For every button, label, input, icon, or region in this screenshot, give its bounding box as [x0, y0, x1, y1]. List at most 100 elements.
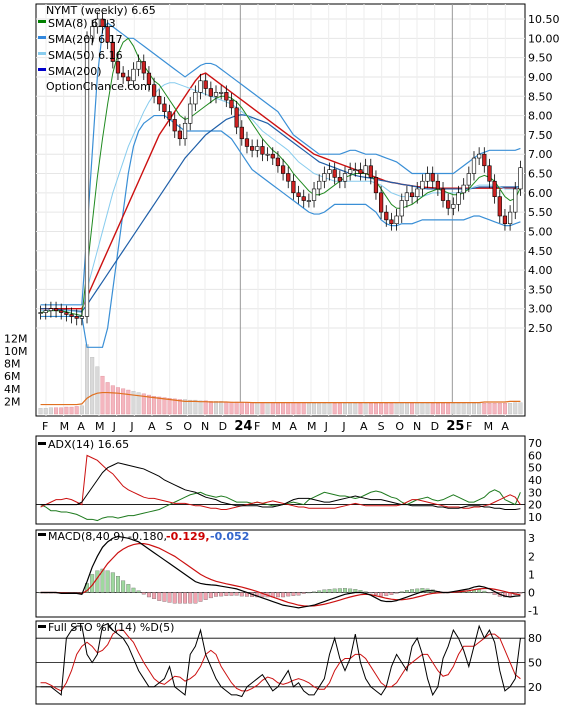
macd-histogram-bar	[291, 592, 296, 596]
candle-body	[446, 200, 451, 209]
macd-histogram-bar	[332, 588, 337, 593]
candle-body	[48, 308, 54, 311]
candle-body	[384, 211, 389, 221]
tick-label: 20	[528, 681, 542, 694]
price-tick-label: 2.50	[528, 322, 553, 335]
stochastic-lines	[40, 622, 521, 698]
candle-body	[399, 200, 404, 217]
volume-bar	[332, 403, 337, 415]
volume-bar	[38, 408, 43, 415]
volume-bar	[358, 403, 363, 415]
legend-swatch-sma50	[38, 52, 46, 55]
volume-bar	[337, 403, 342, 415]
candle-body	[69, 314, 74, 317]
candle-body	[229, 99, 234, 109]
macd-histogram-bar	[105, 570, 110, 593]
candle-body	[327, 169, 332, 174]
macd-histogram-bar	[260, 592, 265, 598]
macd-histogram-bar	[255, 592, 260, 598]
macd-signal-line	[40, 543, 521, 607]
stochastic-panel: 80 50 20 Full STO %K(14) %D(5)	[35, 620, 542, 705]
macd-histogram-bar	[214, 592, 218, 597]
volume-bar	[441, 403, 446, 415]
time-tick-label: S	[166, 420, 173, 433]
macd-histogram-bar	[306, 592, 311, 594]
candle-body	[451, 204, 456, 209]
price-tick-label: 9.00	[528, 71, 553, 84]
candle-body	[492, 180, 497, 197]
macd-histogram-bar	[188, 592, 193, 604]
time-tick-label: A	[289, 420, 297, 433]
price-tick-label: 8.50	[528, 90, 553, 103]
tick-label: 40	[528, 474, 542, 487]
volume-bar	[265, 402, 270, 415]
volume-bar	[461, 403, 466, 415]
time-tick-label: D	[219, 420, 227, 433]
macd-histogram-bar	[399, 591, 404, 593]
candle-body	[497, 196, 502, 217]
macd-histogram-bar	[172, 592, 177, 604]
macd-histogram-bar	[239, 592, 244, 597]
tick-label: 3	[528, 532, 535, 545]
sma8-line	[40, 37, 521, 317]
candle-body	[301, 196, 306, 201]
volume-bar	[410, 403, 415, 415]
candle-body	[420, 180, 425, 190]
candle-body	[286, 173, 291, 182]
candle-body	[389, 219, 394, 225]
volume-bar	[389, 403, 394, 415]
volume-bar	[348, 403, 353, 415]
volume-bar	[193, 399, 198, 415]
volume-bar	[404, 403, 409, 415]
macd-histogram-bar	[162, 592, 167, 602]
macd-histogram-bar	[404, 590, 409, 593]
volume-bar	[291, 402, 296, 415]
volume-bar	[203, 400, 208, 415]
macd-histogram-bar	[482, 590, 487, 593]
candle-body	[84, 38, 90, 317]
bollinger-bands	[40, 22, 521, 348]
macd-histogram-bar	[229, 592, 234, 596]
volume-bar	[167, 398, 172, 415]
candle-body	[131, 68, 136, 82]
adx-legend-swatch	[38, 442, 46, 445]
time-tick-label: J	[112, 420, 116, 433]
candle-body	[461, 184, 466, 194]
macd-histogram-bar	[420, 588, 425, 593]
candle-body	[270, 153, 275, 159]
volume-bar	[477, 403, 482, 415]
candle-body	[435, 180, 440, 190]
time-tick-label: A	[148, 420, 156, 433]
volume-bar	[234, 401, 239, 415]
candle-body	[430, 173, 435, 182]
candle-body	[203, 80, 208, 89]
volume-bar	[296, 402, 301, 415]
adx-line	[40, 462, 521, 510]
volume-bar	[451, 403, 456, 415]
time-tick-label: F	[42, 420, 48, 433]
candle-body	[213, 92, 219, 97]
price-tick-label: 5.50	[528, 206, 553, 219]
candle-body	[260, 146, 265, 155]
candle-body	[482, 153, 487, 167]
time-tick-label: 25	[446, 419, 464, 434]
tick-label: 60	[528, 449, 542, 462]
candle-body	[198, 80, 203, 93]
macd-histogram-bar	[348, 588, 353, 593]
stochastic-axis: 80 50 20	[528, 632, 542, 694]
adx-lines	[40, 454, 521, 522]
macd-legend-swatch	[38, 533, 46, 536]
time-tick-label: O	[183, 420, 192, 433]
macd-title: MACD(8,40,9) -0.180,	[48, 530, 167, 543]
volume-bar	[255, 402, 260, 415]
volume-bar	[270, 402, 275, 415]
tick-label: 1	[528, 568, 535, 581]
volume-bar	[157, 396, 162, 415]
tick-label: 2	[528, 550, 535, 563]
candle-body	[182, 122, 188, 140]
candle-body	[193, 92, 198, 105]
macd-histogram-bar	[410, 589, 415, 593]
price-tick-label: 7.50	[528, 129, 553, 142]
macd-histogram-bar	[477, 589, 482, 593]
